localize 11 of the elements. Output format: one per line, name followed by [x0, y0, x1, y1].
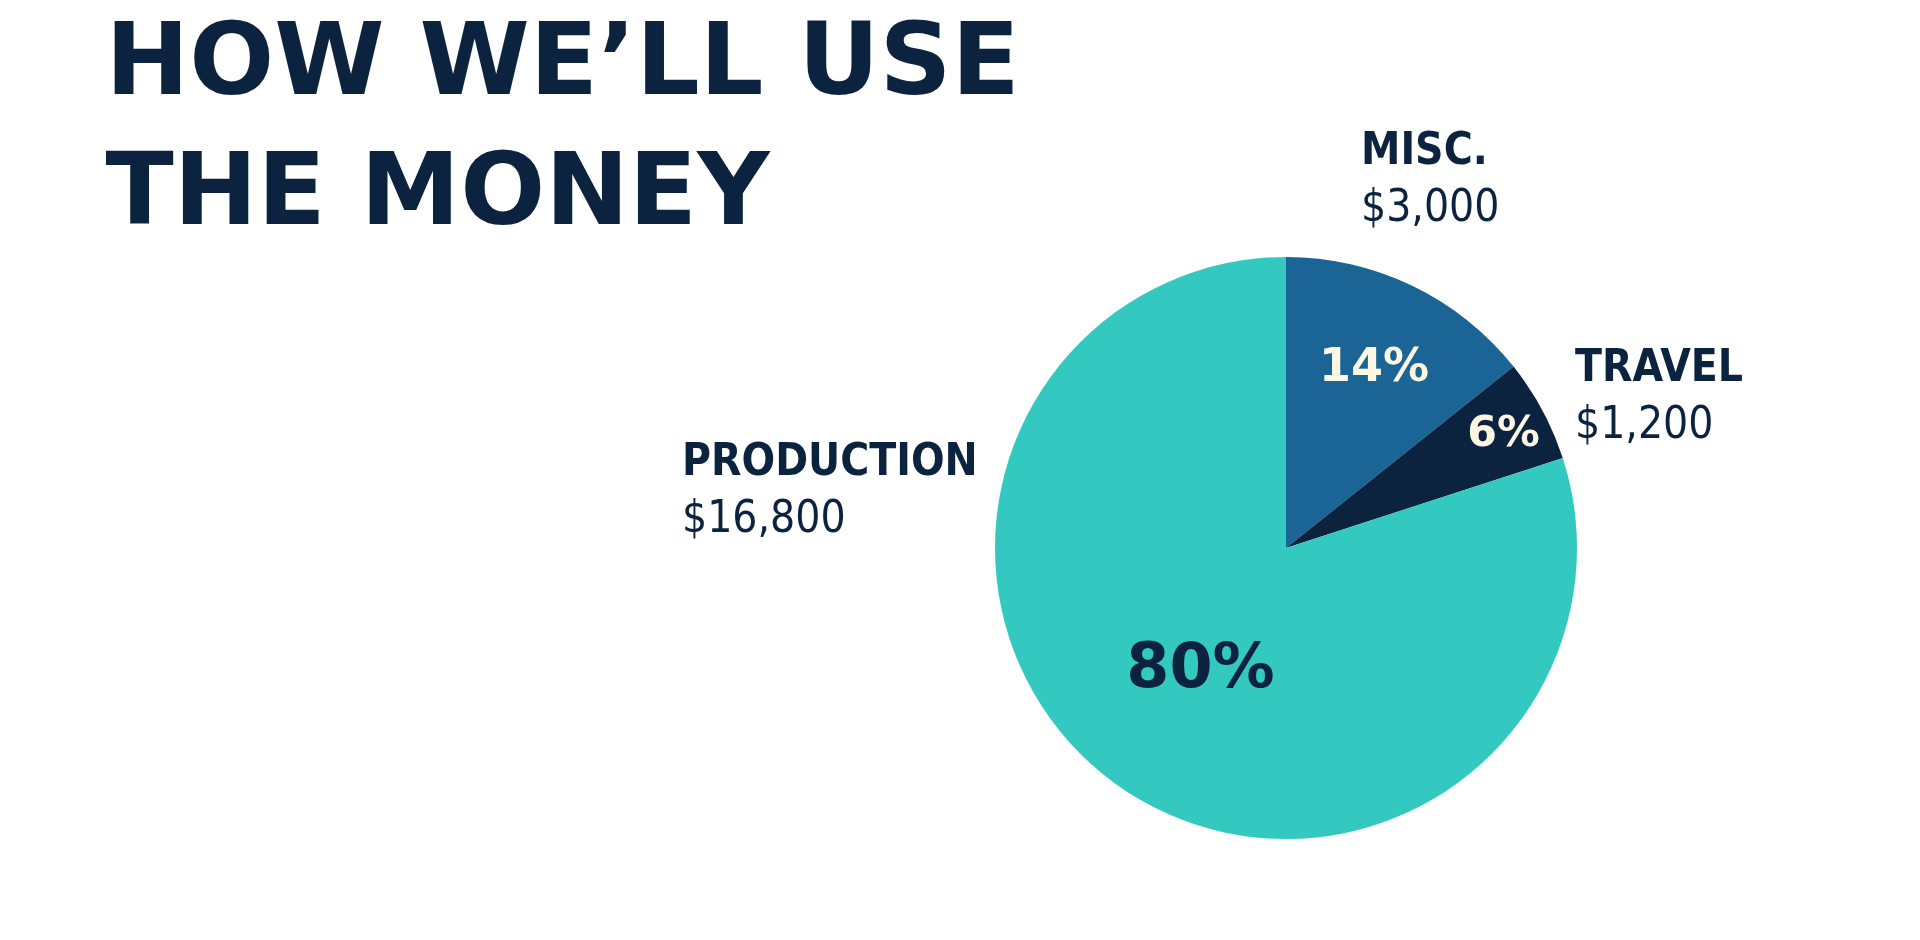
text: 6%	[1467, 405, 1540, 456]
text: 80%	[1126, 629, 1275, 703]
slice-label: TRAVEL	[1575, 340, 1744, 391]
data-label: $1,200	[1575, 397, 1714, 449]
data-label: $16,800	[682, 491, 846, 543]
slice-label: MISC.	[1361, 123, 1488, 174]
text: 14%	[1319, 338, 1430, 393]
data-label: $3,000	[1361, 180, 1500, 232]
slice-label: PRODUCTION	[682, 434, 978, 485]
chart-title: HOW WE’LL USE THE MONEY	[105, 1, 1020, 248]
pie-slice	[995, 257, 1577, 839]
